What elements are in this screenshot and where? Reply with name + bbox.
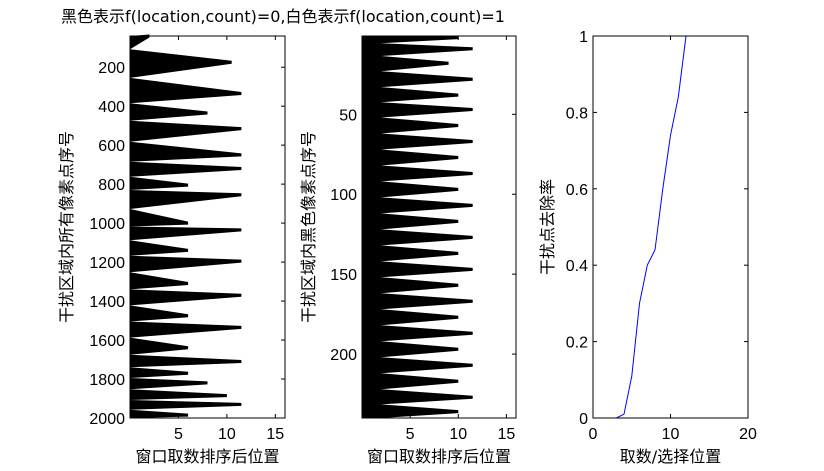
- heatmap-band: [130, 305, 189, 322]
- heatmap-band: [130, 289, 242, 306]
- heatmap-band: [362, 325, 473, 342]
- heatmap-band: [362, 277, 459, 294]
- heatmap-band: [362, 87, 459, 103]
- x-tick-label: 15: [266, 426, 284, 443]
- y-tick-label: 0.2: [566, 335, 588, 352]
- y-tick-label: 0: [579, 411, 588, 428]
- heatmap-band: [362, 245, 459, 262]
- heatmap-band: [130, 77, 242, 104]
- heatmap-band: [130, 49, 232, 78]
- y-tick-label: 1000: [89, 216, 125, 233]
- heatmap-band: [362, 149, 459, 166]
- heatmap-band: [130, 354, 242, 368]
- heatmap-band: [362, 56, 449, 72]
- y-tick-label: 800: [98, 177, 125, 194]
- y-tick-label: 0.4: [566, 258, 588, 275]
- x-tick-label: 10: [662, 426, 680, 443]
- heatmap-band: [362, 293, 473, 310]
- y-tick-label: 1600: [89, 333, 125, 350]
- heatmap-band: [130, 120, 242, 142]
- heatmap-band: [130, 272, 189, 290]
- heatmap-band: [362, 102, 473, 118]
- y-tick-label: 1800: [89, 372, 125, 389]
- heatmap-band: [362, 43, 473, 56]
- y-tick-label: 50: [339, 107, 357, 124]
- x-axis-label: 取数/选择位置: [620, 447, 721, 466]
- panel-black-pixels: 5 10 15 50 100 150 200 窗口取数排序后位置 干扰区域内黑色像素点序号: [299, 35, 517, 466]
- x-tick-label: 15: [497, 426, 515, 443]
- heatmap-band: [362, 133, 473, 150]
- heatmap-band: [362, 261, 473, 278]
- heatmap-band: [362, 373, 459, 390]
- y-tick-label: 200: [330, 347, 357, 364]
- y-tick-label: 2000: [89, 411, 125, 428]
- heatmap-band: [130, 400, 242, 410]
- heatmap-band: [130, 255, 242, 273]
- x-tick-label: 10: [218, 426, 236, 443]
- y-axis-label: 干扰点去除率: [538, 179, 557, 275]
- y-tick-label: 400: [98, 99, 125, 116]
- heatmap-band: [130, 34, 150, 50]
- axes-frame: [361, 35, 517, 419]
- x-tick-label: 10: [449, 426, 467, 443]
- heatmap-band: [130, 209, 189, 227]
- heatmap-band: [130, 389, 227, 400]
- heatmap-band: [362, 117, 459, 134]
- y-tick-label: 150: [330, 267, 357, 284]
- y-tick-label: 0.6: [566, 182, 588, 199]
- x-axis-label: 窗口取数排序后位置: [367, 447, 511, 466]
- x-tick-label: 0: [589, 426, 598, 443]
- heatmap-band: [130, 161, 242, 177]
- heatmap-band: [130, 378, 208, 390]
- y-tick-label: 100: [330, 187, 357, 204]
- heatmap-band: [362, 71, 473, 88]
- heatmap-band: [362, 213, 459, 230]
- y-tick-label: 0.8: [566, 105, 588, 122]
- heatmap-band: [130, 141, 242, 162]
- y-tick-label: 1200: [89, 255, 125, 272]
- heatmap-band: [130, 321, 242, 338]
- plot-background: [593, 36, 748, 418]
- x-axis-label: 窗口取数排序后位置: [135, 447, 279, 466]
- panel-all-pixels: 5 10 15 200 400 600 800 1000 1200 1400 1600 1800 200…: [57, 34, 286, 466]
- heatmap-band: [362, 357, 473, 374]
- x-tick-label: 20: [739, 426, 757, 443]
- x-tick-label: 5: [406, 426, 415, 443]
- heatmap-band: [130, 226, 242, 241]
- heatmap-band: [362, 404, 459, 418]
- heatmap-band: [362, 181, 459, 198]
- heatmap-band: [130, 176, 189, 190]
- heatmap-band: [130, 337, 189, 355]
- heatmap-band: [362, 309, 459, 326]
- y-tick-label: 600: [98, 138, 125, 155]
- heatmap-band: [130, 240, 189, 256]
- heatmap-band: [130, 409, 189, 418]
- panel-removal-rate: 0 10 20 0 0.2 0.4 0.6 0.8 1 取数/选择位置 干扰点去除率: [538, 29, 757, 466]
- heatmap-band: [130, 103, 208, 121]
- heatmap-band: [362, 389, 473, 405]
- y-tick-label: 1: [579, 29, 588, 46]
- x-tick-label: 5: [174, 426, 183, 443]
- heatmap-band: [362, 229, 473, 246]
- heatmap-band: [130, 190, 242, 209]
- y-axis-label: 干扰区域内所有像素点序号: [57, 131, 76, 323]
- heatmap-band: [362, 341, 459, 358]
- heatmap-band: [362, 165, 473, 182]
- y-tick-label: 200: [98, 60, 125, 77]
- figure-title: 黑色表示f(location,count)=0,白色表示f(location,c…: [61, 7, 505, 26]
- axes-frame: [129, 35, 286, 419]
- y-axis-label: 干扰区域内黑色像素点序号: [299, 131, 318, 323]
- heatmap-band: [362, 197, 473, 214]
- y-tick-label: 1400: [89, 294, 125, 311]
- heatmap-band: [130, 367, 189, 378]
